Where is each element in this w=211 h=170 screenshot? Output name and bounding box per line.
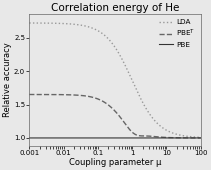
Legend: LDA, PBE$^T$, PBE: LDA, PBE$^T$, PBE	[158, 18, 197, 49]
Y-axis label: Relative accuracy: Relative accuracy	[3, 43, 12, 117]
Title: Correlation energy of He: Correlation energy of He	[51, 3, 179, 13]
X-axis label: Coupling parameter μ: Coupling parameter μ	[69, 158, 161, 167]
